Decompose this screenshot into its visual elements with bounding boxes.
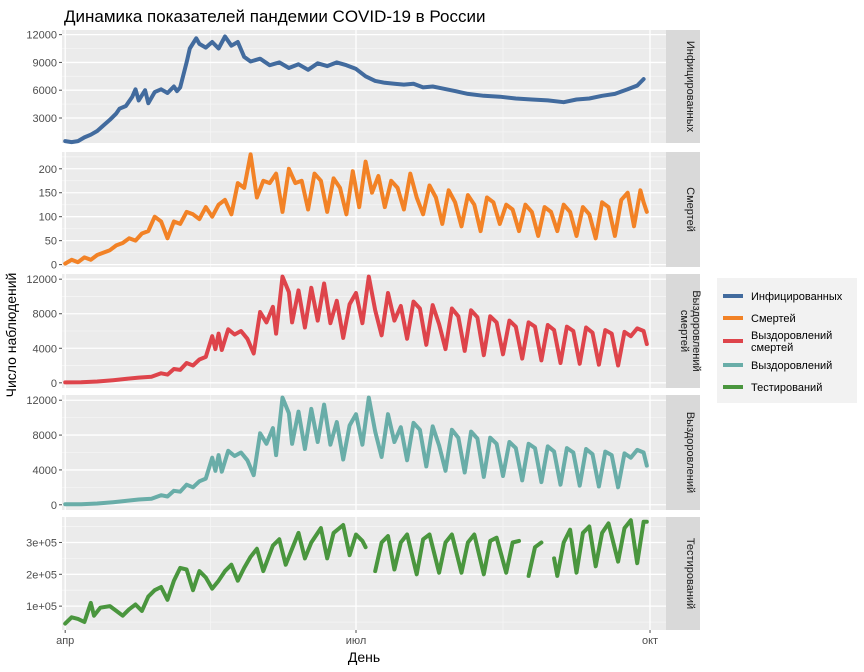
facet-strip bbox=[666, 395, 700, 510]
y-tick-label: 100 bbox=[39, 212, 57, 224]
y-tick-label: 150 bbox=[39, 188, 57, 200]
y-tick-label: 4000 bbox=[33, 465, 57, 477]
y-axis-title: Число наблюдений bbox=[3, 273, 19, 398]
facet-strip-label: Выздоровлений bbox=[684, 412, 696, 493]
y-tick-label: 0 bbox=[51, 260, 57, 272]
legend: ИнфицированныхСмертейВыздоровленийсмерте… bbox=[717, 278, 857, 403]
facet-strip-label: Тестирований bbox=[684, 538, 696, 609]
legend-label: Инфицированных bbox=[751, 291, 843, 303]
y-tick-label: 9000 bbox=[33, 57, 57, 69]
facet-strip-label: Выздоровлений bbox=[690, 290, 702, 371]
y-tick-label: 6000 bbox=[33, 85, 57, 97]
facet-strip-label: Инфицированных bbox=[684, 41, 696, 133]
series-line-тестирований bbox=[526, 540, 544, 578]
y-tick-label: 1e+05 bbox=[26, 601, 57, 613]
series-line-смертей bbox=[63, 152, 649, 266]
facet-strip-label: Смертей bbox=[684, 187, 696, 232]
y-tick-label: 2e+05 bbox=[26, 569, 57, 581]
y-tick-label: 50 bbox=[45, 236, 57, 248]
legend-label: смертей bbox=[751, 342, 793, 354]
y-tick-label: 8000 bbox=[33, 309, 57, 321]
chart-title: Динамика показателей пандемии COVID-19 в… bbox=[64, 7, 485, 26]
legend-label: Выздоровлений bbox=[751, 360, 832, 372]
panel-инфицированных: 3000 6000 9000 12000 Инфицированных bbox=[26, 30, 700, 145]
series-line-выздоровлений bbox=[63, 395, 649, 507]
facet-strip bbox=[666, 30, 700, 143]
x-tick-label: окт bbox=[642, 635, 658, 647]
legend-label: Выздоровлений bbox=[751, 330, 832, 342]
y-tick-label: 12000 bbox=[26, 395, 57, 407]
facet-strip bbox=[666, 517, 700, 630]
panel-смертей: 0 50 100 150 200 Смертей bbox=[39, 152, 700, 272]
series-line-тестирований bbox=[373, 532, 521, 577]
legend-label: Тестирований bbox=[751, 382, 822, 394]
x-tick-label: апр bbox=[56, 635, 74, 647]
panel-выздоровлений: 0 4000 8000 12000 Выздоровлений bbox=[26, 395, 700, 512]
series-line-выздоровлений-смертей bbox=[63, 274, 649, 385]
y-tick-label: 12000 bbox=[26, 30, 57, 42]
series-line-инфицированных bbox=[63, 34, 646, 145]
y-tick-label: 3000 bbox=[33, 113, 57, 125]
facet-strip-label: смертей bbox=[678, 310, 690, 352]
panel-тестирований: 1e+05 2e+05 3e+05 Тестирований bbox=[26, 517, 700, 630]
facet-strip bbox=[666, 274, 700, 388]
legend-label: Смертей bbox=[751, 313, 796, 325]
y-tick-label: 12000 bbox=[26, 274, 57, 286]
x-tick-label: июл bbox=[346, 635, 367, 647]
facet-strip bbox=[666, 152, 700, 267]
y-tick-label: 3e+05 bbox=[26, 537, 57, 549]
y-tick-label: 8000 bbox=[33, 430, 57, 442]
facet-panels: 3000 6000 9000 12000 Инфицированных 0 50 100 150… bbox=[26, 30, 702, 647]
panel-background bbox=[62, 30, 666, 143]
y-tick-label: 0 bbox=[51, 378, 57, 390]
y-tick-label: 200 bbox=[39, 164, 57, 176]
y-tick-label: 0 bbox=[51, 500, 57, 512]
series-line-тестирований bbox=[63, 523, 368, 626]
series-line-тестирований bbox=[552, 518, 649, 578]
x-axis-title: День bbox=[348, 649, 380, 665]
y-tick-label: 4000 bbox=[33, 343, 57, 355]
